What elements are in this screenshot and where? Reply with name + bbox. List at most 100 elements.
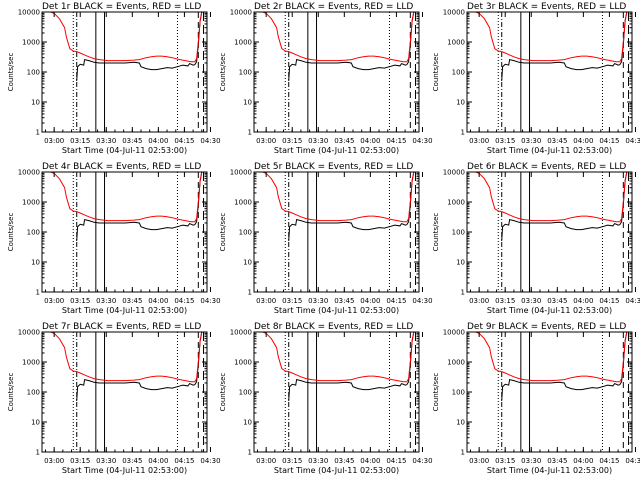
x-axis-label: Start Time (04-Jul-11 02:53:00) <box>487 146 612 155</box>
y-tick-label: 10 <box>456 99 465 107</box>
panel-5: Det 5r BLACK = Events, RED = LLD 1 10 100 10… <box>219 162 433 315</box>
panel-title: Det 4r BLACK = Events, RED = LLD <box>42 162 201 172</box>
y-tick-label: 1000 <box>22 359 40 367</box>
series-events <box>288 332 416 402</box>
plot-frame <box>466 331 633 453</box>
x-tick-label: 03:45 <box>547 457 567 465</box>
panel-plot-area <box>262 12 417 132</box>
x-tick-label: 04:30 <box>200 297 220 305</box>
y-tick-label: 10 <box>243 259 252 267</box>
panel-title: Det 9r BLACK = Events, RED = LLD <box>467 322 626 332</box>
x-axis-label: Start Time (04-Jul-11 02:53:00) <box>62 306 187 315</box>
y-tick-label: 1000 <box>447 359 465 367</box>
series-lld <box>475 172 629 223</box>
x-tick-label: 03:15 <box>495 137 515 145</box>
x-tick-label: 04:00 <box>148 457 168 465</box>
x-tick-label: 03:00 <box>469 297 489 305</box>
y-tick-label: 10000 <box>18 329 40 337</box>
series-events <box>501 332 629 402</box>
x-axis-label: Start Time (04-Jul-11 02:53:00) <box>274 466 399 475</box>
y-tick-label: 100 <box>452 229 465 237</box>
series-lld <box>262 332 416 383</box>
x-tick-label: 04:00 <box>360 297 380 305</box>
x-tick-label: 04:30 <box>412 457 432 465</box>
y-tick-label: 100 <box>452 389 465 397</box>
panel-plot-area <box>262 172 417 292</box>
x-tick-label: 04:00 <box>360 137 380 145</box>
x-tick-label: 03:15 <box>495 457 515 465</box>
x-tick-label: 04:15 <box>599 137 619 145</box>
x-tick-label: 04:30 <box>200 137 220 145</box>
y-axis-label: Counts/sec <box>7 53 15 92</box>
x-tick-label: 03:45 <box>122 297 142 305</box>
x-tick-label: 03:30 <box>308 297 328 305</box>
y-tick-label: 100 <box>239 69 252 77</box>
y-tick-label: 1000 <box>22 199 40 207</box>
plot-frame <box>253 11 420 133</box>
x-tick-label: 04:15 <box>386 297 406 305</box>
panel-plot-area <box>50 332 205 452</box>
x-tick-label: 03:00 <box>256 457 276 465</box>
y-tick-label: 100 <box>239 389 252 397</box>
x-tick-label: 03:30 <box>308 137 328 145</box>
x-tick-label: 03:00 <box>469 137 489 145</box>
y-tick-label: 10000 <box>230 169 252 177</box>
y-tick-label: 1 <box>248 129 252 137</box>
panel-plot-area <box>262 332 417 452</box>
series-lld <box>50 332 204 383</box>
series-events <box>288 12 416 82</box>
x-axis-label: Start Time (04-Jul-11 02:53:00) <box>274 146 399 155</box>
x-tick-label: 03:15 <box>282 297 302 305</box>
panel-plot-area <box>475 172 630 292</box>
x-tick-label: 04:15 <box>174 137 194 145</box>
x-tick-label: 03:15 <box>282 457 302 465</box>
series-lld <box>475 332 629 383</box>
series-lld <box>262 172 416 223</box>
y-tick-label: 10000 <box>443 169 465 177</box>
x-tick-label: 03:30 <box>521 137 541 145</box>
y-axis-label: Counts/sec <box>7 213 15 252</box>
y-tick-label: 100 <box>27 69 40 77</box>
x-tick-label: 04:30 <box>412 297 432 305</box>
y-tick-label: 1 <box>461 449 465 457</box>
panel-title: Det 3r BLACK = Events, RED = LLD <box>467 2 626 12</box>
y-tick-label: 10 <box>31 99 40 107</box>
y-tick-label: 10 <box>243 419 252 427</box>
x-tick-label: 04:00 <box>148 137 168 145</box>
series-events <box>76 332 204 402</box>
panel-title: Det 2r BLACK = Events, RED = LLD <box>254 2 413 12</box>
y-tick-label: 1 <box>248 449 252 457</box>
x-tick-label: 03:15 <box>495 297 515 305</box>
x-tick-label: 04:15 <box>386 137 406 145</box>
x-axis-label: Start Time (04-Jul-11 02:53:00) <box>274 306 399 315</box>
x-tick-label: 03:15 <box>70 457 90 465</box>
x-tick-label: 04:00 <box>573 297 593 305</box>
panel-9: Det 9r BLACK = Events, RED = LLD 1 10 100 10… <box>432 322 640 475</box>
x-tick-label: 04:15 <box>174 457 194 465</box>
x-tick-label: 03:15 <box>282 137 302 145</box>
x-tick-label: 04:30 <box>200 457 220 465</box>
x-tick-label: 04:15 <box>386 457 406 465</box>
y-tick-label: 1 <box>36 289 40 297</box>
x-tick-label: 03:45 <box>122 457 142 465</box>
plot-frame <box>253 171 420 293</box>
x-tick-label: 03:30 <box>521 457 541 465</box>
x-tick-label: 03:00 <box>44 137 64 145</box>
x-tick-label: 04:15 <box>174 297 194 305</box>
y-tick-label: 100 <box>452 69 465 77</box>
panel-4: Det 4r BLACK = Events, RED = LLD 1 10 100 10… <box>7 162 221 315</box>
panel-8: Det 8r BLACK = Events, RED = LLD 1 10 100 10… <box>219 322 433 475</box>
y-axis-label: Counts/sec <box>219 213 227 252</box>
x-tick-label: 04:00 <box>573 137 593 145</box>
y-tick-label: 1000 <box>234 39 252 47</box>
series-lld <box>475 12 629 63</box>
x-tick-label: 03:00 <box>44 457 64 465</box>
y-tick-label: 10000 <box>443 329 465 337</box>
x-tick-label: 03:00 <box>256 297 276 305</box>
y-tick-label: 10 <box>31 419 40 427</box>
x-tick-label: 03:30 <box>521 297 541 305</box>
series-lld <box>50 172 204 223</box>
x-axis-label: Start Time (04-Jul-11 02:53:00) <box>62 466 187 475</box>
x-tick-label: 04:30 <box>625 457 640 465</box>
y-axis-label: Counts/sec <box>432 213 440 252</box>
